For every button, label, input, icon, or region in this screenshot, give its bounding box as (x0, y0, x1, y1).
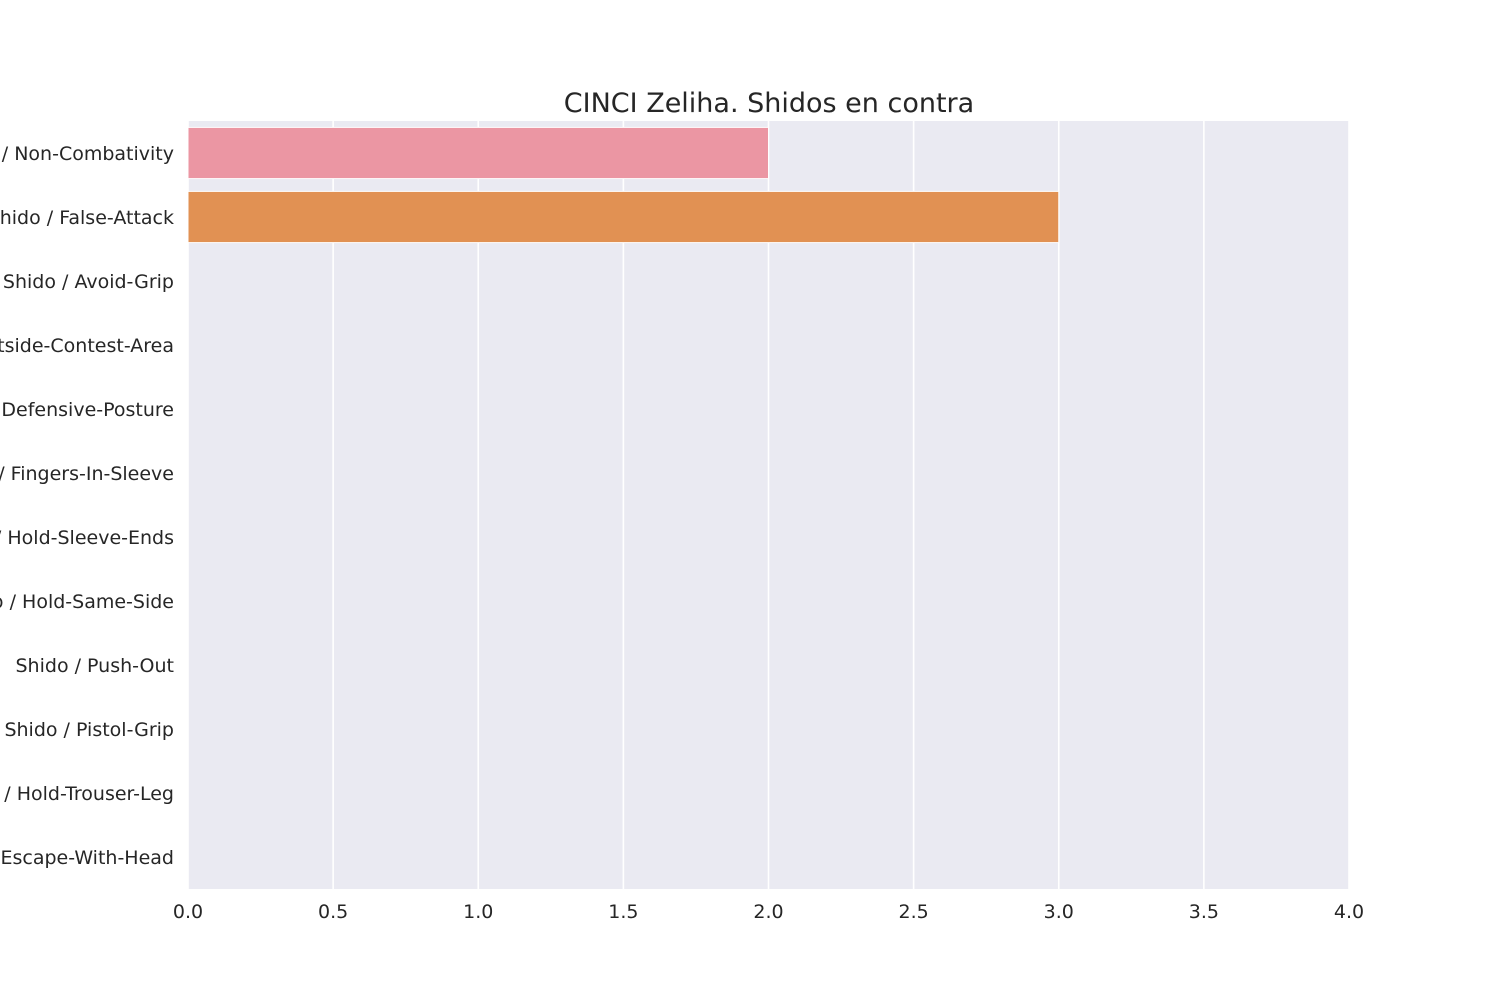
x-tick-label: 2.5 (899, 901, 929, 923)
y-tick-label: Shido / Non-Combativity (0, 143, 174, 165)
x-gridlines (187, 121, 1350, 889)
x-tick-label: 3.0 (1044, 901, 1074, 923)
x-tick-label: 4.0 (1334, 901, 1364, 923)
x-tick-label: 1.5 (608, 901, 638, 923)
x-tick-labels: 0.0 0.5 1.0 1.5 2.0 2.5 3.0 3.5 4.0 (173, 901, 1364, 923)
y-tick-label: Shido / False-Attack (0, 207, 174, 229)
chart-title: CINCI Zeliha. Shidos en contra (564, 88, 974, 119)
y-tick-label: Shido / Avoid-Grip (3, 271, 174, 293)
y-tick-label: Shido / Pistol-Grip (4, 719, 174, 741)
y-tick-label: Shido / Hold-Same-Side (0, 591, 174, 613)
x-tick-label: 1.0 (463, 901, 493, 923)
x-tick-label: 3.5 (1189, 901, 1219, 923)
x-tick-label: 0.5 (318, 901, 348, 923)
y-tick-label: Shido / Hold-Trouser-Leg (0, 783, 174, 805)
y-tick-label: Shido / Defensive-Posture (0, 399, 174, 421)
x-tick-label: 2.0 (753, 901, 783, 923)
y-tick-label: Shido / Fingers-In-Sleeve (0, 463, 174, 485)
y-tick-label: Shido / Escape-With-Head (0, 847, 174, 869)
y-tick-label: Shido / Outside-Contest-Area (0, 335, 174, 357)
bar (187, 190, 1060, 244)
y-tick-labels: Shido / Non-Combativity Shido / False-Att… (0, 143, 174, 869)
bars (187, 126, 1060, 244)
x-tick-label: 0.0 (173, 901, 203, 923)
bar (187, 126, 769, 180)
y-tick-label: Shido / Hold-Sleeve-Ends (0, 527, 174, 549)
y-tick-label: Shido / Push-Out (16, 655, 175, 677)
